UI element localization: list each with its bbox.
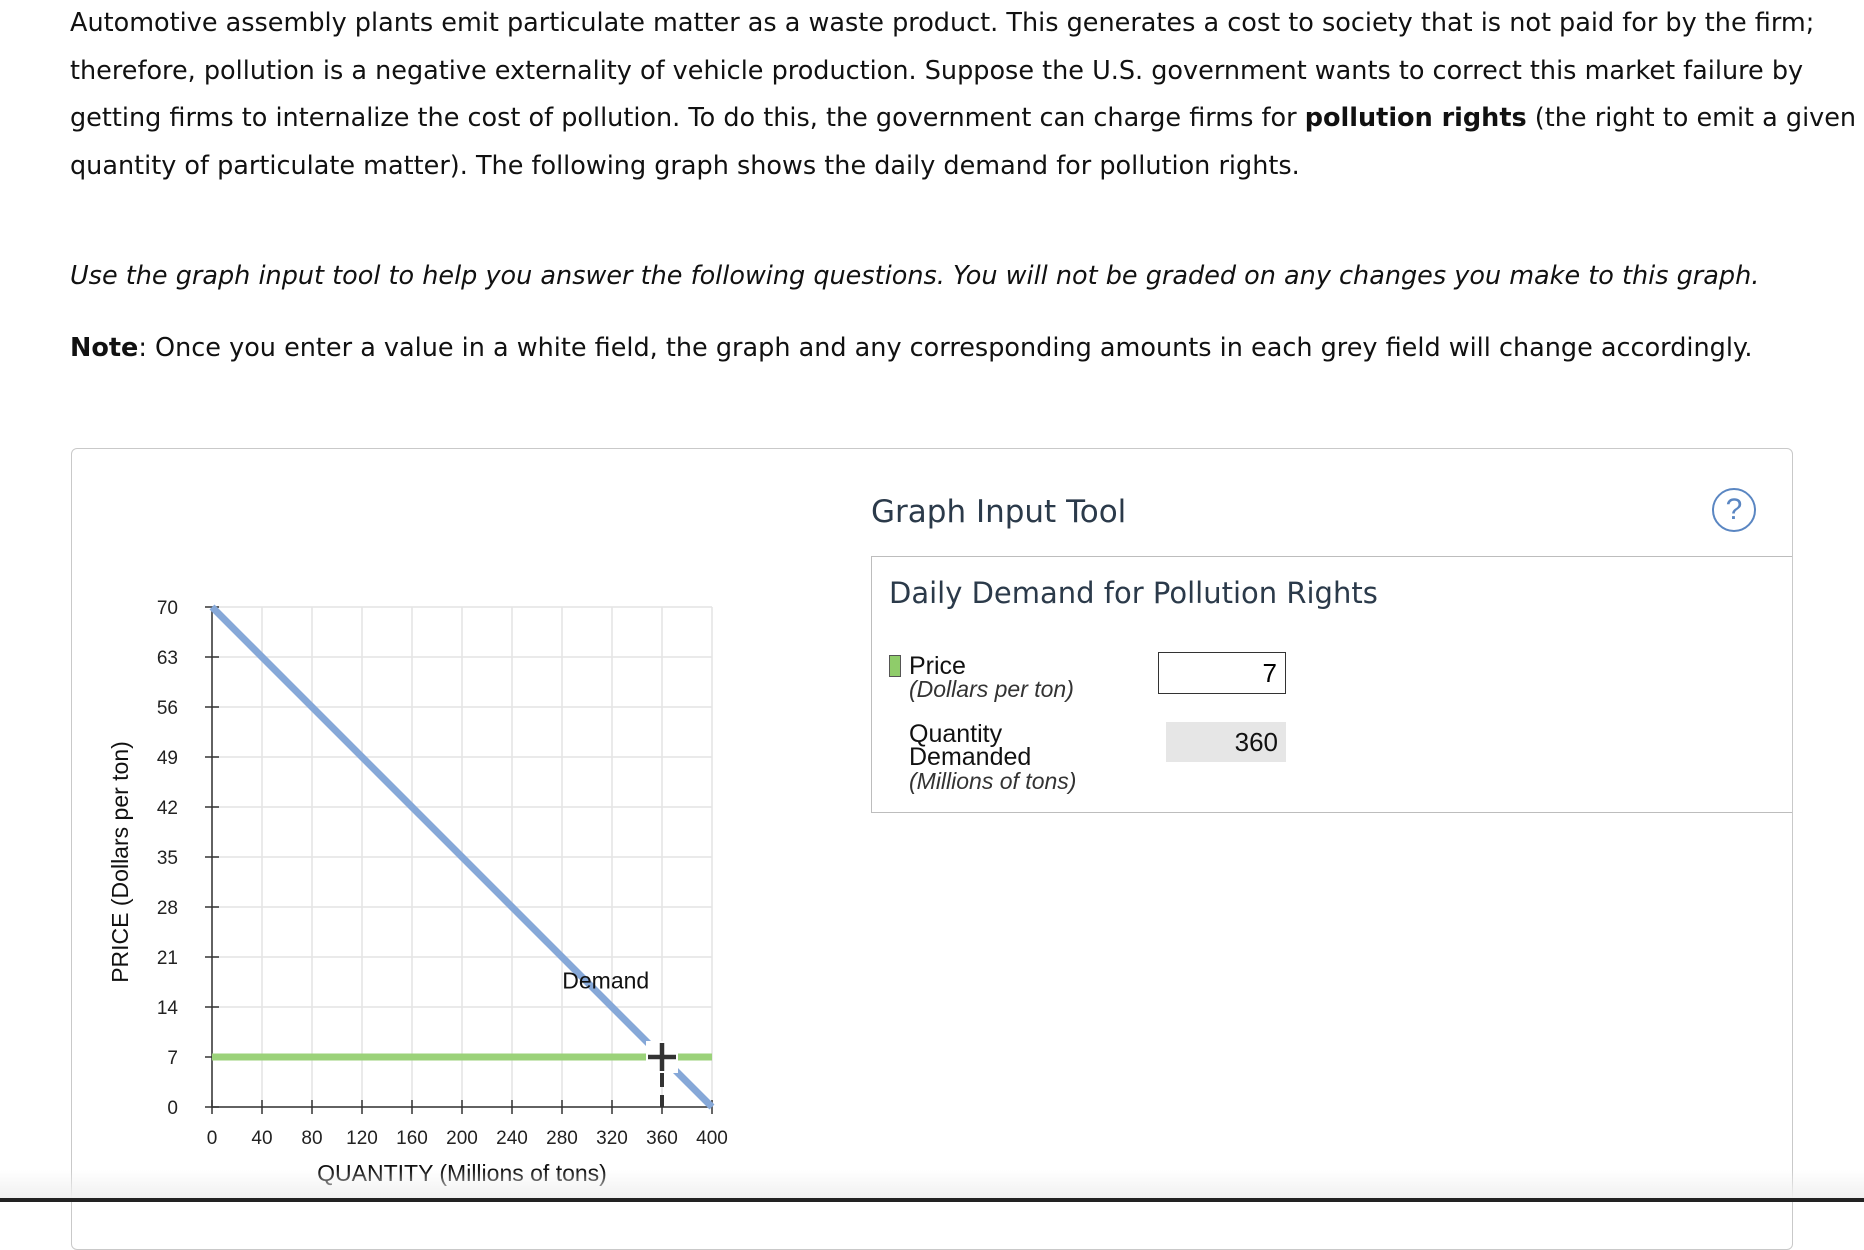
pollution-rights-term: pollution rights — [1304, 103, 1527, 134]
price-unit: (Dollars per ton) — [909, 676, 1074, 702]
graph-input-tool-box — [871, 556, 1792, 813]
quantity-label: Quantity — [909, 720, 1003, 748]
intro-paragraph: Automotive assembly plants emit particul… — [70, 0, 1860, 190]
y-tick-label: 42 — [157, 798, 178, 819]
y-axis-title: PRICE (Dollars per ton) — [107, 741, 133, 983]
x-tick-label: 320 — [596, 1128, 628, 1149]
tool-subtitle: Daily Demand for Pollution Rights — [889, 576, 1378, 610]
bottom-border — [0, 1198, 1864, 1202]
x-tick-label: 40 — [251, 1128, 272, 1149]
x-tick-label: 240 — [496, 1128, 528, 1149]
x-tick-label: 400 — [696, 1128, 728, 1149]
y-tick-label: 63 — [157, 648, 178, 669]
y-tick-label: 70 — [157, 598, 178, 619]
y-tick-label: 7 — [167, 1048, 178, 1069]
demanded-label: Demanded — [909, 743, 1032, 771]
quantity-demanded-field: 360 — [1166, 722, 1286, 762]
price-label: Price — [909, 652, 966, 680]
intro-text: Automotive assembly plants emit particul… — [70, 8, 1815, 134]
x-tick-label: 160 — [396, 1128, 428, 1149]
help-icon[interactable]: ? — [1712, 488, 1756, 532]
x-tick-label: 360 — [646, 1128, 678, 1149]
y-tick-label: 14 — [157, 998, 179, 1019]
graph-input-tool-title: Graph Input Tool — [871, 494, 1127, 530]
note-body: : Once you enter a value in a white fiel… — [138, 333, 1753, 363]
instruction-text: Use the graph input tool to help you ans… — [70, 261, 1760, 291]
y-tick-label: 49 — [157, 748, 178, 769]
y-tick-label: 21 — [157, 948, 178, 969]
price-color-swatch — [889, 655, 901, 677]
x-tick-label: 200 — [446, 1128, 478, 1149]
y-tick-label: 35 — [157, 848, 178, 869]
price-input[interactable] — [1158, 652, 1286, 694]
intro-text-end: (the right to emit a given quantity of p… — [70, 103, 1857, 181]
intersection-marker[interactable] — [646, 1041, 678, 1073]
demand-curve — [209, 604, 715, 1110]
note-label: Note — [70, 333, 139, 363]
quantity-unit: (Millions of tons) — [909, 768, 1077, 794]
note-text: Note: Once you enter a value in a white … — [70, 333, 1850, 363]
y-tick-label: 0 — [167, 1098, 178, 1119]
bottom-shade — [0, 1170, 1864, 1199]
x-tick-label: 0 — [207, 1128, 218, 1149]
y-tick-label: 56 — [157, 698, 178, 719]
y-tick-label: 28 — [157, 898, 178, 919]
demand-curve-label: Demand — [562, 967, 649, 993]
x-tick-label: 80 — [301, 1128, 322, 1149]
demand-chart[interactable]: 0 7 14 21 28 35 42 49 56 63 70 0 40 80 120 160 200 240 280… — [0, 0, 1864, 1202]
x-tick-label: 280 — [546, 1128, 578, 1149]
x-tick-label: 120 — [346, 1128, 378, 1149]
